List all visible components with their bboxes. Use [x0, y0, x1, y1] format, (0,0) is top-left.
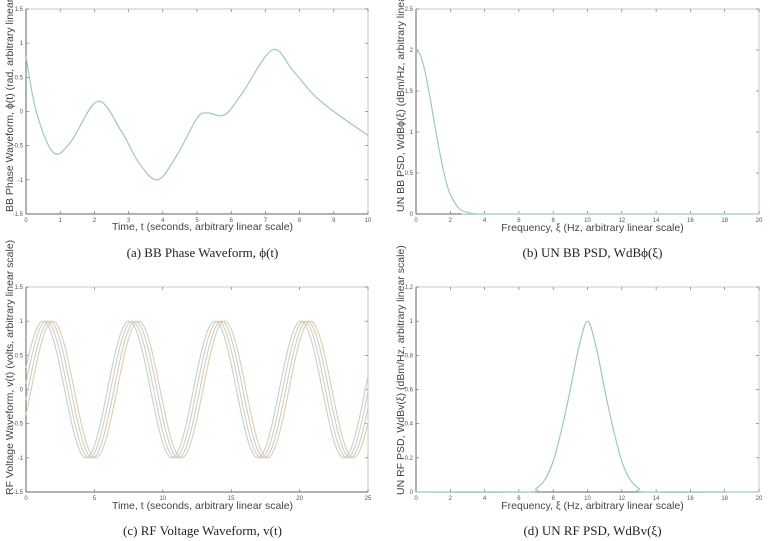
x-tick-label: 10: [159, 496, 166, 502]
y-axis-label-c: RF Voltage Waveform, v(t) (volts, arbitr…: [4, 239, 16, 495]
panel-d: 0 2 4 6 8 10 12 14 16 18 20 0 0.2 0.4 0.6 0.8 1 1.2 UN RF…: [385, 245, 770, 541]
x-tick-label: 1: [59, 218, 63, 224]
rf-trace: [25, 320, 369, 459]
y-tick-label: 0.5: [15, 75, 24, 81]
y-tick-label: 1.2: [405, 285, 414, 291]
x-tick-label: 14: [653, 496, 660, 502]
y-tick-label: -1.5: [13, 490, 24, 496]
x-tick-label: 20: [756, 218, 763, 224]
y-axis-label-a: BB Phase Waveform, ϕ(t) (rad, arbitrary …: [4, 0, 16, 212]
y-tick-label: 1.5: [405, 89, 414, 95]
caption-a: (a) BB Phase Waveform, ϕ(t): [126, 245, 279, 260]
rf-trace: [25, 320, 369, 459]
x-tick-label: 2: [93, 218, 97, 224]
y-tick-label: 0.2: [405, 456, 414, 462]
x-tick-label: 18: [721, 218, 728, 224]
x-tick-label: 16: [687, 218, 694, 224]
x-axis-label-b: Frequency, ξ (Hz, arbitrary linear scale…: [501, 222, 684, 234]
y-tick-label: 0: [410, 490, 414, 496]
y-tick-label: -1.5: [13, 212, 24, 218]
x-tick-label: 20: [296, 496, 303, 502]
x-tick-label: 12: [618, 218, 625, 224]
x-tick-label: 9: [332, 218, 336, 224]
x-tick-label: 3: [127, 218, 131, 224]
x-axis-label-a: Time, t (seconds, arbitrary linear scale…: [111, 221, 294, 233]
data-line: [415, 49, 759, 215]
y-tick-label: 0.5: [405, 171, 414, 177]
y-tick-label: 1: [20, 319, 24, 325]
x-tick-label: 2: [449, 218, 453, 224]
x-tick-label: 4: [161, 218, 165, 224]
y-tick-label: -0.5: [13, 144, 24, 150]
plot-frame: [415, 286, 760, 493]
x-tick-label: 8: [298, 218, 302, 224]
y-tick-label: -1: [18, 178, 24, 184]
plot-frame: [25, 8, 369, 215]
caption-b: (b) UN BB PSD, WdBϕ(ξ): [522, 245, 663, 260]
x-tick-label: 16: [687, 496, 694, 502]
y-tick-label: 2.5: [405, 7, 414, 13]
x-axis-label-c: Time, t (seconds, arbitrary linear scale…: [111, 500, 294, 512]
y-tick-label: 0: [410, 212, 414, 218]
x-tick-label: 20: [756, 496, 763, 502]
x-tick-label: 12: [618, 496, 625, 502]
y-tick-label: 1: [20, 41, 24, 47]
x-tick-label: 5: [195, 218, 199, 224]
x-tick-label: 2: [449, 496, 453, 502]
x-tick-label: 15: [228, 496, 235, 502]
x-tick-label: 25: [365, 496, 372, 502]
panel-a: 0 1 2 3 4 5 6 7 8 9 10 -1.5 -1 -0.5 0 0.5 1 1.5 BB Phase …: [0, 0, 385, 270]
y-tick-label: -0.5: [13, 422, 24, 428]
y-tick-label: 1.5: [15, 7, 24, 13]
x-tick-label: 0: [414, 218, 418, 224]
rf-trace: [25, 320, 369, 459]
x-tick-label: 0: [24, 496, 28, 502]
y-tick-label: 2: [410, 48, 414, 54]
x-tick-label: 10: [584, 496, 591, 502]
x-tick-label: 0: [414, 496, 418, 502]
y-tick-label: 0.6: [405, 388, 414, 394]
caption-d: (d) UN RF PSD, WdBv(ξ): [523, 523, 662, 538]
x-tick-label: 8: [552, 218, 556, 224]
chart-c-plot: 0 5 10 15 20 25 -1.5 -1 -0.5 0 0.5 1 1.5: [13, 285, 372, 502]
y-tick-label: 1: [410, 319, 414, 325]
x-tick-label: 4: [483, 496, 487, 502]
y-tick-label: 1.5: [15, 285, 24, 291]
panel-c: 0 5 10 15 20 25 -1.5 -1 -0.5 0 0.5 1 1.5 RF Voltage …: [0, 240, 385, 541]
y-tick-label: -1: [18, 456, 24, 462]
y-axis-label-b: UN BB PSD, WdBϕ(ξ) (dBm/Hz, arbitrary li…: [395, 0, 407, 212]
plot-frame: [415, 8, 760, 215]
x-tick-label: 6: [230, 218, 234, 224]
panel-b: 0 2 4 6 8 10 12 14 16 18 20 0 0.5 1 1.5 2 2.5 UN BB PSD,…: [385, 0, 770, 270]
x-tick-label: 14: [653, 218, 660, 224]
y-tick-label: 0: [20, 388, 24, 394]
rf-trace: [25, 320, 369, 459]
caption-c: (c) RF Voltage Waveform, v(t): [123, 523, 282, 538]
chart-b-plot: 0 2 4 6 8 10 12 14 16 18 20 0 0.5 1 1.5 2 2.5: [405, 7, 763, 224]
y-tick-label: 0.5: [15, 353, 24, 359]
x-tick-label: 18: [721, 496, 728, 502]
x-tick-label: 4: [483, 218, 487, 224]
y-tick-label: 0.4: [405, 422, 414, 428]
x-axis-label-d: Frequency, ξ (Hz, arbitrary linear scale…: [501, 500, 684, 512]
y-tick-label: 0.8: [405, 353, 414, 359]
x-tick-label: 10: [365, 218, 372, 224]
chart-d-plot: 0 2 4 6 8 10 12 14 16 18 20 0 0.2 0.4 0.6 0.8 1 1.2: [405, 285, 763, 502]
x-tick-label: 6: [517, 218, 521, 224]
x-tick-label: 0: [24, 218, 28, 224]
data-line: [25, 48, 369, 181]
x-tick-label: 5: [93, 496, 97, 502]
y-axis-label-d: UN RF PSD, WdBv(ξ) (dBm/Hz, arbitrary li…: [395, 245, 407, 495]
x-tick-label: 8: [552, 496, 556, 502]
y-tick-label: 1: [410, 130, 414, 136]
chart-a-plot: 0 1 2 3 4 5 6 7 8 9 10 -1.5 -1 -0.5 0 0.5 1 1.5: [13, 7, 372, 224]
data-line: [415, 320, 760, 493]
x-tick-label: 7: [264, 218, 268, 224]
x-tick-label: 6: [517, 496, 521, 502]
x-tick-label: 10: [584, 218, 591, 224]
y-tick-label: 0: [20, 110, 24, 116]
